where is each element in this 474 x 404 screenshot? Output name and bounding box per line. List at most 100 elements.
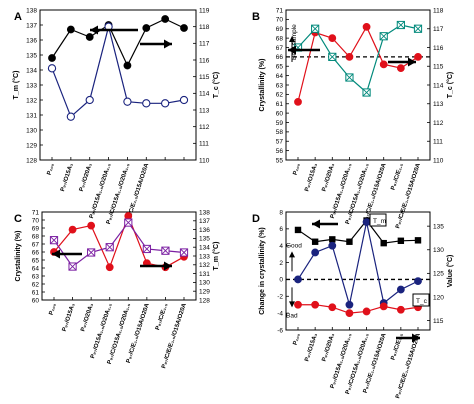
y2-tick-label: 112 [199, 124, 210, 131]
data-point-x2 [124, 218, 133, 227]
data-point-x2 [50, 236, 58, 245]
data-point [380, 239, 387, 247]
category-label: P₁₀₀ [49, 302, 58, 315]
data-point [311, 238, 319, 245]
y-tick-label: 67 [32, 241, 40, 248]
y-tick-label: 2 [279, 260, 283, 267]
y-tick-label: 135 [26, 52, 37, 59]
category-label: P₉₇/O15A₃ [304, 333, 319, 363]
data-point [414, 277, 422, 286]
y2-tick-label: 114 [433, 82, 444, 89]
y-tick-label: 64 [276, 73, 284, 80]
data-point [85, 33, 94, 41]
y2-tick-label: 129 [199, 289, 210, 296]
y2-tick-label: 136 [199, 227, 210, 234]
category-label: P₉₇/C/E₁.₅ [155, 303, 169, 331]
data-point [345, 73, 354, 82]
y2-tick-label: 131 [199, 271, 210, 278]
y-tick-label: 132 [26, 97, 37, 104]
data-point [105, 263, 114, 272]
plot-frame [285, 211, 431, 331]
category-label: P₉₇/O15A₃ [304, 163, 319, 193]
panel-label: C [14, 213, 22, 225]
y-tick-label: 66 [32, 249, 40, 256]
y-tick-label: 138 [26, 7, 37, 14]
data-point [311, 248, 320, 257]
data-point [397, 237, 405, 244]
data-point [379, 60, 388, 69]
y-tick-label: -2 [277, 294, 283, 301]
y2-tick-label: 134 [199, 245, 210, 252]
y-tick-label: 8 [279, 209, 283, 216]
axis-arrow-head [164, 261, 172, 271]
y2-axis-label: T_m (°C) [212, 242, 220, 271]
y-tick-label: 137 [26, 22, 37, 29]
data-point-x2 [105, 243, 114, 252]
data-point [49, 236, 59, 245]
data-point [142, 24, 151, 32]
axis-arrow-head [164, 39, 172, 49]
y2-tick-label: 113 [199, 107, 210, 114]
y-axis-label: T_m (°C) [12, 71, 20, 100]
y-tick-label: 56 [276, 148, 284, 155]
series-line [53, 214, 185, 269]
best-sample-label: Best sample [291, 24, 298, 60]
y2-tick-label: 118 [199, 24, 210, 31]
y-tick-label: 131 [26, 112, 37, 119]
y-tick-label: 63 [32, 273, 40, 280]
y-tick-label: 64 [32, 265, 40, 272]
series-2 [294, 300, 422, 318]
data-point [396, 64, 405, 73]
data-point [379, 302, 388, 311]
data-point [85, 95, 94, 105]
data-point [396, 305, 405, 314]
axis-arrow-head [412, 333, 420, 343]
y2-tick-label: 135 [433, 223, 444, 230]
axis-arrow-head [90, 25, 98, 35]
y2-tick-label: 135 [199, 236, 210, 243]
y-tick-label: 58 [276, 129, 284, 136]
data-point [294, 300, 302, 309]
y2-tick-label: 128 [199, 297, 210, 304]
data-point [294, 226, 302, 234]
y-tick-label: 130 [26, 127, 37, 134]
data-point-x2 [345, 73, 354, 82]
y-tick-label: 68 [276, 35, 284, 42]
data-point-x2 [396, 21, 405, 29]
data-point-x2 [142, 245, 151, 253]
y2-axis-label: T_c (°C) [212, 72, 220, 99]
y2-tick-label: 115 [199, 74, 210, 81]
data-point-x2 [87, 248, 96, 257]
y2-tick-label: 117 [433, 26, 444, 33]
y-tick-label: -6 [277, 327, 283, 334]
y2-tick-label: 119 [199, 7, 210, 14]
data-point-x2 [180, 248, 188, 257]
category-label: P₉₇/O15A₃ [60, 163, 75, 193]
data-point [345, 52, 354, 61]
y2-tick-label: 125 [433, 271, 444, 278]
category-label: P₉₇/C/E₁.₅ [391, 163, 405, 191]
series-1 [49, 218, 189, 271]
data-point [362, 307, 371, 316]
y2-tick-label: 137 [199, 218, 210, 225]
good-arrow-head [289, 251, 295, 258]
data-point [161, 246, 170, 255]
y-tick-label: 71 [276, 7, 284, 14]
y-tick-label: 6 [279, 226, 283, 233]
series-1 [294, 218, 422, 309]
data-point [328, 241, 337, 250]
y2-tick-label: 115 [433, 318, 444, 325]
series-0 [48, 15, 188, 70]
data-point-x2 [311, 24, 320, 33]
data-point [123, 61, 132, 70]
axis-arrow-head [52, 249, 60, 259]
y2-tick-label: 117 [199, 41, 210, 48]
y2-tick-label: 130 [433, 247, 444, 254]
y-axis-label: Crystallinity (%) [259, 59, 266, 112]
series-1 [47, 22, 189, 121]
y-tick-label: 63 [276, 82, 284, 89]
panel-A: A 128 129 130 131 132 133 134 135 136 137 138 110 111… [12, 7, 220, 225]
category-label: P₉₇/O20A₃ [321, 163, 336, 193]
y-axis-label: Change in crystallinity (%) [259, 227, 266, 315]
